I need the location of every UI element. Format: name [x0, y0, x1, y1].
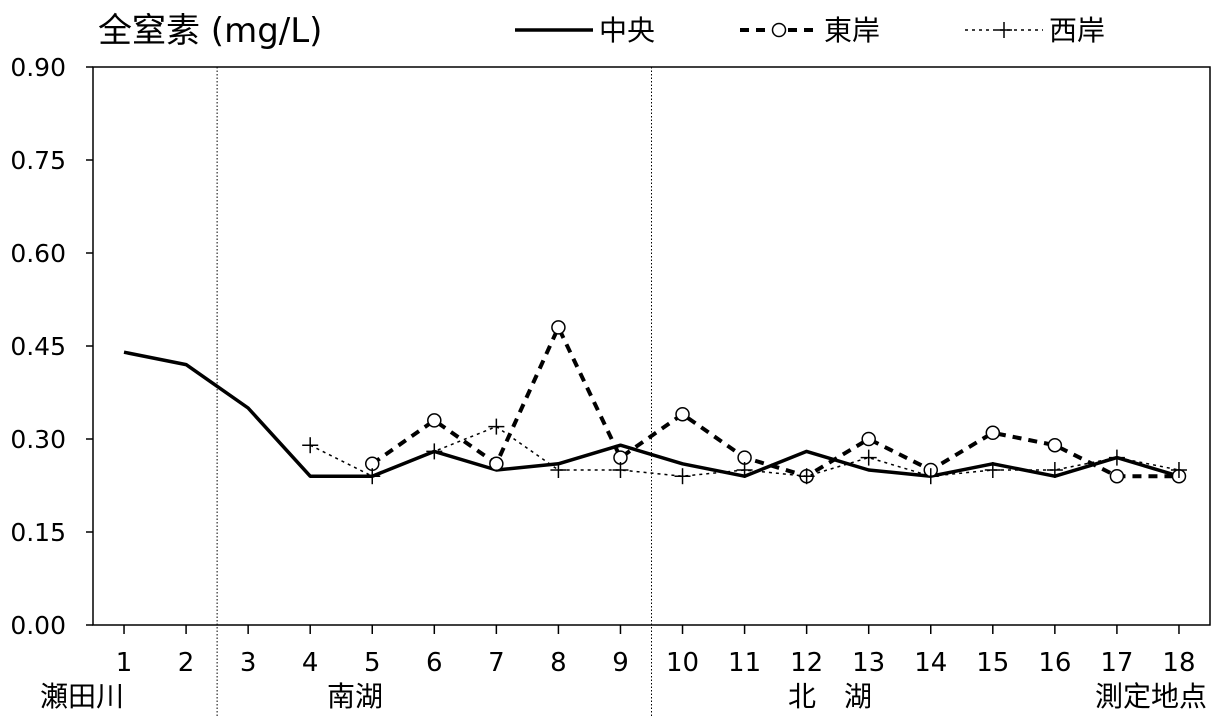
data-point — [488, 418, 505, 435]
y-tick-label: 0.15 — [10, 518, 66, 547]
data-point — [302, 437, 319, 454]
x-tick-label: 6 — [426, 648, 443, 678]
x-tick-label: 18 — [1162, 648, 1195, 678]
data-point — [489, 456, 504, 472]
data-point — [1170, 462, 1187, 478]
data-point — [612, 462, 629, 478]
data-point — [861, 431, 876, 447]
data-point — [922, 468, 939, 485]
plot-area — [92, 66, 1211, 626]
series-3 — [302, 418, 1187, 485]
y-axis: 0.00 0.15 0.30 0.45 0.60 0.75 0.90 — [10, 53, 93, 640]
series-line — [123, 350, 1180, 478]
x-tick-label: 11 — [728, 648, 761, 678]
x-axis: 1 2 3 4 5 6 7 8 9 10 11 12 13 14 15 16 17 18 — [116, 625, 1196, 678]
x-tick-label: 16 — [1038, 648, 1071, 678]
legend-label: 西岸 — [1049, 14, 1105, 47]
data-point — [364, 468, 381, 485]
y-tick-label: 0.90 — [10, 53, 66, 82]
x-tick-label: 13 — [852, 648, 885, 678]
legend-item: 東岸 — [740, 14, 880, 47]
region-label: 北 湖 — [788, 680, 872, 713]
region-dividers — [216, 67, 652, 717]
y-tick-label: 0.00 — [10, 611, 66, 640]
data-point — [985, 425, 1001, 441]
data-point — [1108, 449, 1125, 466]
region-label: 南湖 — [327, 680, 383, 713]
x-tick-label: 7 — [488, 648, 505, 678]
chart-title: 全窒素 (mg/L) — [98, 11, 322, 51]
data-point — [427, 413, 442, 428]
legend-marker — [771, 22, 787, 38]
data-point — [1109, 468, 1125, 484]
x-tick-label: 15 — [976, 648, 1009, 678]
data-point — [550, 462, 567, 478]
data-point — [551, 320, 566, 335]
data-point — [675, 406, 690, 422]
x-tick-label: 9 — [612, 648, 629, 678]
data-point — [984, 462, 1001, 478]
region-labels: 瀬田川 南湖 北 湖 — [40, 680, 872, 713]
data-point — [1047, 437, 1063, 453]
x-tick-label: 1 — [116, 648, 133, 678]
data-point — [736, 462, 753, 478]
y-tick-label: 0.30 — [10, 425, 66, 454]
x-tick-label: 10 — [666, 648, 699, 678]
series-1 — [123, 350, 1180, 478]
data-point — [860, 449, 877, 466]
data-point — [674, 468, 691, 485]
x-axis-title: 測定地点 — [1095, 680, 1207, 713]
x-tick-label: 3 — [240, 648, 257, 678]
legend-marker — [996, 22, 1012, 38]
legend-label: 東岸 — [824, 14, 880, 47]
x-tick-label: 17 — [1100, 648, 1133, 678]
y-tick-label: 0.75 — [10, 146, 66, 175]
x-tick-label: 8 — [550, 648, 567, 678]
data-point — [798, 468, 815, 485]
data-point — [426, 443, 443, 460]
legend: 中央 東岸 西岸 — [515, 14, 1105, 47]
x-tick-label: 4 — [302, 648, 319, 678]
y-tick-label: 0.45 — [10, 332, 66, 361]
series-2 — [365, 320, 1187, 484]
x-tick-label: 14 — [914, 648, 947, 678]
x-tick-label: 5 — [364, 648, 381, 678]
y-tick-label: 0.60 — [10, 239, 66, 268]
x-tick-label: 12 — [790, 648, 823, 678]
legend-item: 西岸 — [965, 14, 1105, 47]
data-point — [1046, 462, 1063, 478]
x-tick-label: 2 — [178, 648, 195, 678]
legend-label: 中央 — [599, 14, 655, 47]
legend-item: 中央 — [515, 14, 655, 47]
region-label: 瀬田川 — [40, 680, 124, 713]
series-layer — [123, 320, 1187, 485]
series-line — [371, 325, 1179, 479]
